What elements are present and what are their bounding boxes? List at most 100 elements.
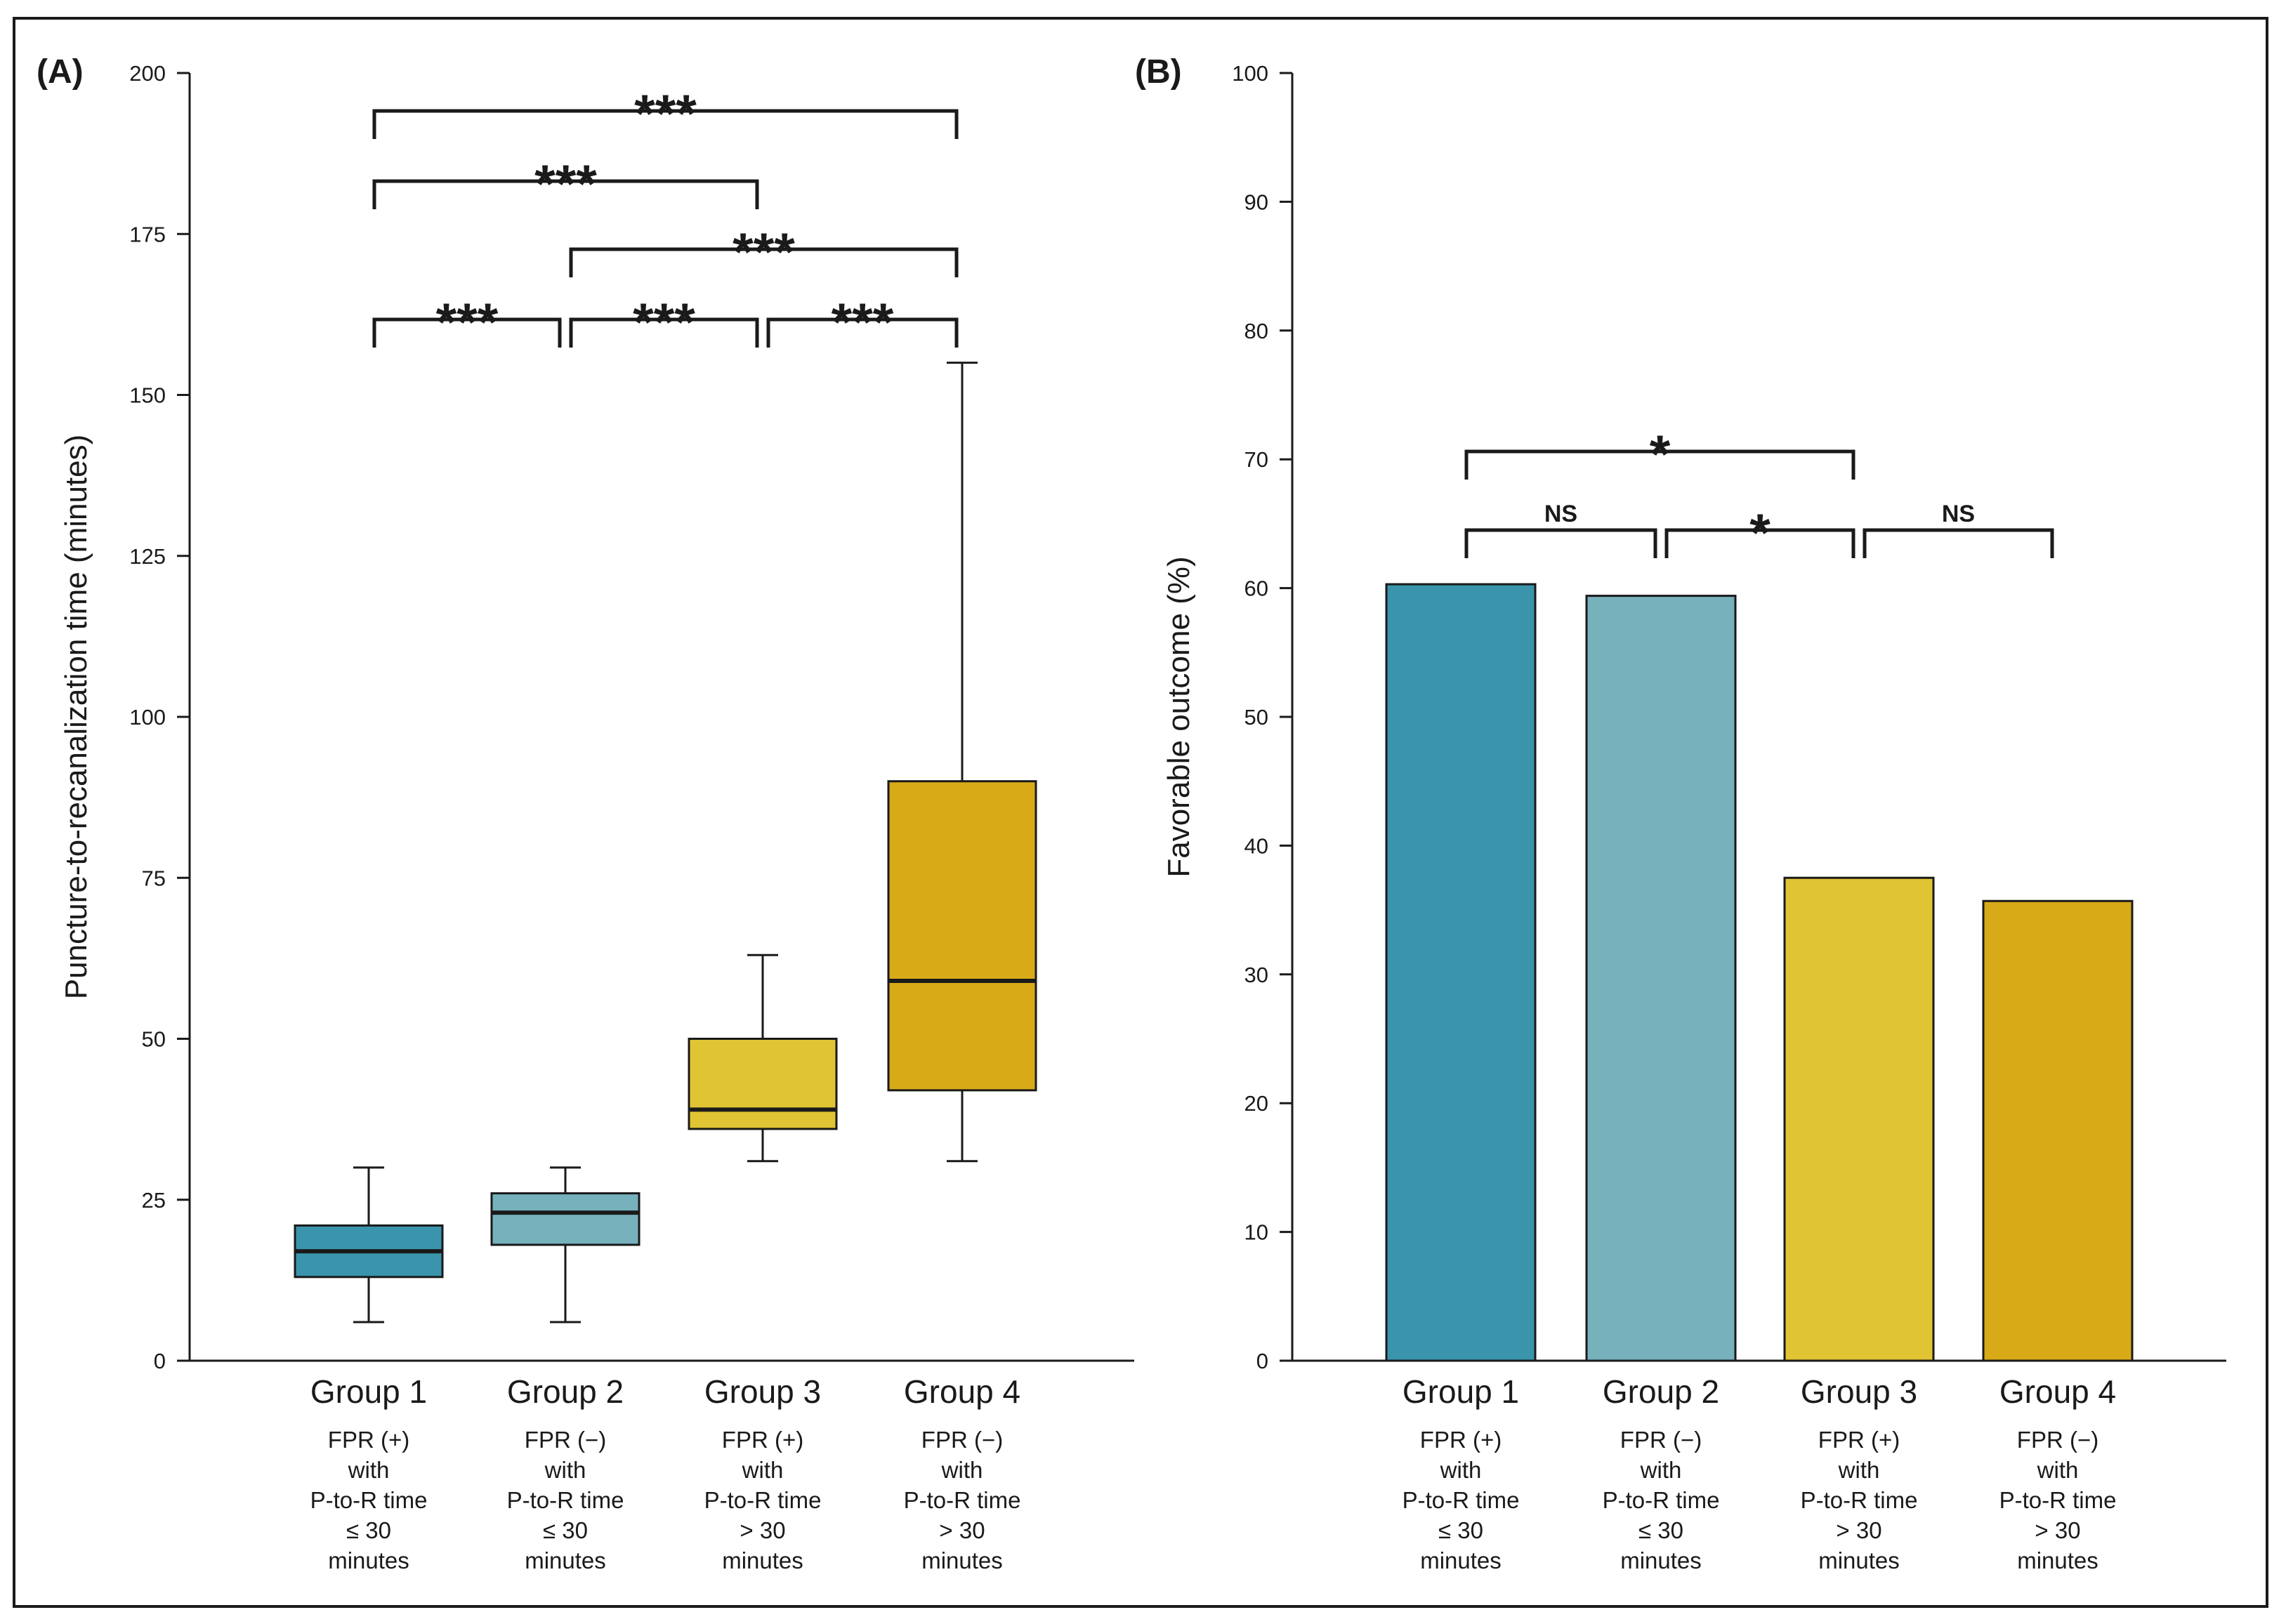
- x-category-description: P-to-R time: [310, 1487, 428, 1513]
- significance-bracket: ***: [372, 154, 759, 214]
- x-category-label: Group 3: [704, 1373, 821, 1410]
- x-category-description: FPR (−): [921, 1427, 1003, 1453]
- bracket-line: [1464, 449, 1855, 480]
- x-category-description: FPR (+): [722, 1427, 803, 1453]
- box-iqr: [688, 1038, 838, 1130]
- y-tick-label: 0: [154, 1349, 166, 1373]
- significance-label: NS: [1544, 501, 1577, 527]
- significance-bracket: ***: [372, 293, 562, 352]
- box-group-4: [887, 362, 1037, 1163]
- box-group-1: [294, 1166, 444, 1323]
- x-category-description: FPR (−): [2017, 1427, 2098, 1453]
- x-category-description: minutes: [1620, 1547, 1702, 1573]
- bracket-line: [1464, 528, 1657, 558]
- significance-label: *: [1650, 425, 1671, 484]
- significance-bracket: ***: [372, 84, 959, 144]
- panel-b: (B) 0 10 20 30 40 50 60 70 80 90 100 Favorable outco…: [1135, 53, 2226, 1573]
- x-category-label: Group 3: [1801, 1373, 1917, 1410]
- y-tick-label: 10: [1244, 1220, 1268, 1245]
- y-tick-label: 80: [1244, 319, 1268, 343]
- y-tick-label: 125: [129, 544, 166, 569]
- significance-bracket: ***: [569, 223, 959, 282]
- box-iqr: [490, 1192, 641, 1246]
- x-category-description: minutes: [1420, 1547, 1502, 1573]
- x-category-description: minutes: [328, 1547, 409, 1573]
- panel-a: (A) 0 25 50 75 100 125 150 175 200 Puncture-to-rec…: [37, 53, 1134, 1573]
- y-tick-label: 50: [1244, 705, 1268, 730]
- bracket-line: [569, 247, 959, 277]
- significance-bracket: ***: [766, 293, 959, 352]
- x-category-description: minutes: [2017, 1547, 2098, 1573]
- x-category-description: with: [742, 1457, 784, 1483]
- y-axis-title: Puncture-to-recanalization time (minutes…: [59, 435, 93, 1000]
- x-category-description: > 30: [1836, 1517, 1881, 1543]
- bar-group-2: [1585, 595, 1737, 1362]
- x-category-label: Group 4: [1999, 1373, 2116, 1410]
- y-tick-label: 40: [1244, 833, 1268, 858]
- x-category-description: P-to-R time: [1603, 1487, 1720, 1513]
- significance-label: ***: [436, 293, 499, 352]
- y-tick-label: 60: [1244, 576, 1268, 601]
- x-category-description: P-to-R time: [704, 1487, 822, 1513]
- bracket-line: [569, 317, 759, 348]
- x-category-description: ≤ 30: [543, 1517, 588, 1543]
- significance-bracket: NS: [1863, 501, 2054, 558]
- x-category-description: minutes: [525, 1547, 606, 1573]
- significance-label: ***: [633, 293, 695, 352]
- x-category-description: ≤ 30: [1438, 1517, 1483, 1543]
- x-category-description: with: [544, 1457, 586, 1483]
- x-category-description: with: [2037, 1457, 2079, 1483]
- significance-label: *: [1749, 503, 1771, 563]
- bar-group-4: [1982, 899, 2134, 1362]
- x-category-description: FPR (+): [1420, 1427, 1502, 1453]
- x-category-label: Group 2: [1603, 1373, 1719, 1410]
- x-category-description: ≤ 30: [1638, 1517, 1683, 1543]
- significance-bracket: NS: [1464, 501, 1657, 558]
- significance-label: ***: [832, 293, 894, 352]
- y-tick-label: 100: [129, 705, 166, 730]
- y-tick-label: 100: [1232, 61, 1268, 86]
- y-tick-label: 70: [1244, 447, 1268, 472]
- x-category-description: P-to-R time: [507, 1487, 624, 1513]
- box-group-2: [490, 1166, 641, 1323]
- significance-label: ***: [634, 84, 697, 144]
- y-tick-label: 25: [142, 1188, 166, 1213]
- box-iqr: [887, 780, 1037, 1092]
- bracket-line: [1664, 528, 1855, 558]
- bracket-line: [766, 317, 959, 348]
- x-category-label: Group 1: [1403, 1373, 1519, 1410]
- y-tick-label: 150: [129, 383, 166, 408]
- y-tick-label: 200: [129, 61, 166, 86]
- figure-frame: [13, 17, 2268, 1608]
- x-category-description: with: [941, 1457, 983, 1483]
- bar-group-1: [1385, 583, 1537, 1362]
- bracket-line: [372, 179, 759, 209]
- x-category-description: minutes: [921, 1547, 1003, 1573]
- x-category-label: Group 2: [507, 1373, 624, 1410]
- significance-bracket: ***: [569, 293, 759, 352]
- panel-label: (A): [37, 53, 84, 91]
- x-category-description: FPR (−): [1620, 1427, 1702, 1453]
- y-tick-label: 75: [142, 866, 166, 890]
- bracket-line: [372, 109, 959, 139]
- bracket-line: [372, 317, 562, 348]
- bar-group-3: [1783, 876, 1935, 1362]
- y-axis-title: Favorable outcome (%): [1162, 556, 1196, 877]
- y-tick-label: 175: [129, 222, 166, 246]
- significance-bracket: *: [1664, 503, 1855, 563]
- x-category-description: minutes: [1818, 1547, 1900, 1573]
- y-tick-label: 30: [1244, 963, 1268, 987]
- x-category-label: Group 1: [310, 1373, 427, 1410]
- x-category-description: with: [348, 1457, 390, 1483]
- x-category-description: P-to-R time: [1999, 1487, 2117, 1513]
- x-category-description: P-to-R time: [1403, 1487, 1520, 1513]
- x-category-description: minutes: [722, 1547, 803, 1573]
- significance-label: NS: [1942, 501, 1975, 527]
- x-category-description: FPR (+): [1818, 1427, 1900, 1453]
- x-category-description: P-to-R time: [1801, 1487, 1918, 1513]
- significance-label: ***: [733, 223, 795, 282]
- x-category-description: P-to-R time: [904, 1487, 1021, 1513]
- bracket-line: [1863, 528, 2054, 558]
